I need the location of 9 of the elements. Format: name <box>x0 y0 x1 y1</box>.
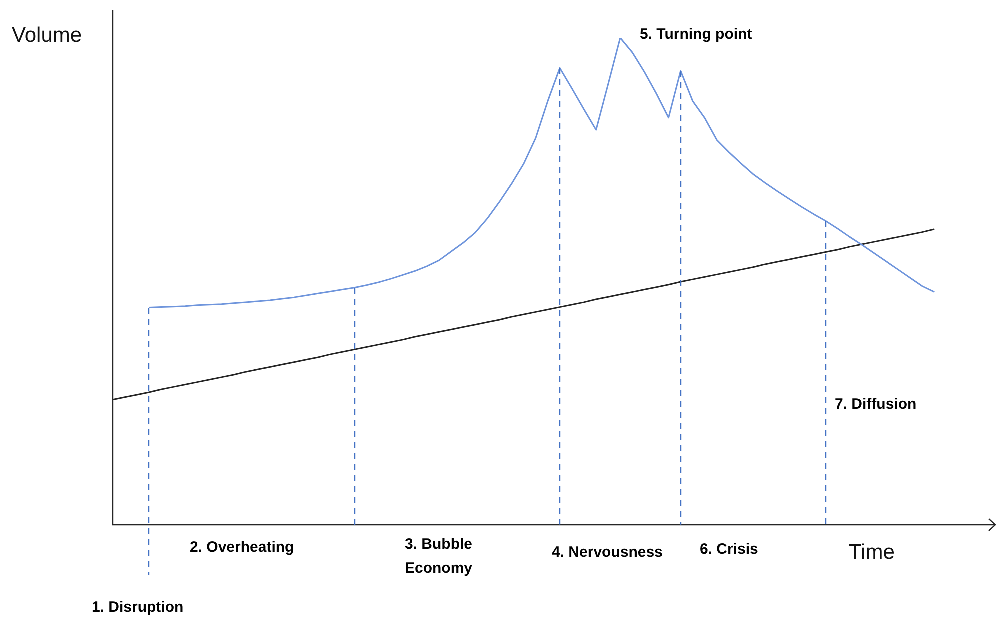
text: 2. Overheating <box>190 539 294 556</box>
annotation: 7. Diffusion <box>835 396 917 413</box>
text: 1. Disruption <box>92 599 184 616</box>
text: 4. Nervousness <box>552 544 663 561</box>
text: 6. Crisis <box>700 541 758 558</box>
y-axis-title: Volume <box>12 24 82 47</box>
text: 3. Bubble Economy <box>405 536 474 577</box>
annotation: 5. Turning point <box>640 26 752 43</box>
x-axis-title: Time <box>849 541 895 564</box>
